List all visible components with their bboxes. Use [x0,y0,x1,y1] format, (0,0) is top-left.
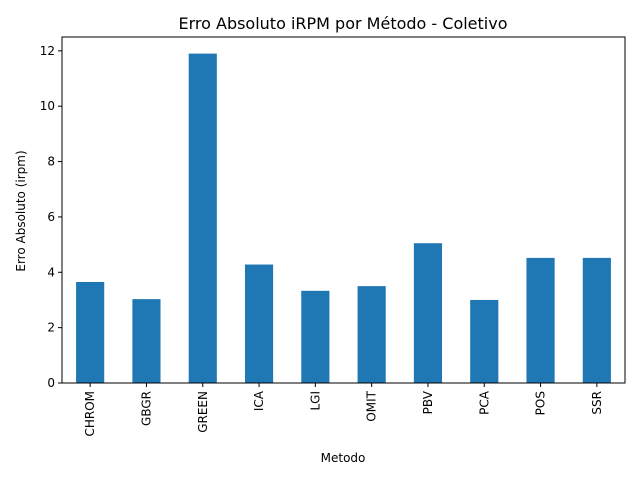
axes-group [61,36,626,384]
x-tick-label: ICA [252,390,266,411]
x-axis-title: Metodo [321,451,366,465]
y-tick-label: 0 [47,376,55,390]
bar-green [188,53,217,384]
bar-chrom [76,281,105,383]
bar-pca [470,299,499,383]
plot-frame [61,36,626,384]
bar-pos [526,257,555,383]
y-tick-label: 8 [47,155,55,169]
y-tick-label: 10 [40,99,55,113]
x-tick-label: POS [534,391,548,415]
x-tick-label: LGI [308,391,322,411]
chart-title: Erro Absoluto iRPM por Método - Coletivo [178,14,507,33]
x-tick-label: PCA [477,390,491,415]
bar-ica [244,264,274,383]
x-tick-label: PBV [421,390,435,414]
y-tick-label: 4 [47,265,55,279]
bar-ssr [582,257,611,383]
y-axis-ticks: 0 2 4 6 8 10 12 [40,44,62,390]
x-tick-label: SSR [590,391,604,415]
x-tick-label: GREEN [196,391,210,433]
x-tick-label: OMIT [365,390,379,421]
bar-lgi [301,290,330,383]
bar-gbgr [132,299,161,383]
x-axis-ticks: CHROM GBGR GREEN ICA LGI OMIT PBV PCA POS SSR [83,383,604,437]
bar-pbv [413,243,443,383]
bar-omit [357,286,386,383]
y-tick-label: 12 [40,44,55,58]
x-tick-label: GBGR [139,391,153,426]
bars-group [76,53,611,384]
y-tick-label: 2 [47,321,55,335]
y-axis-title: Erro Absoluto (irpm) [14,150,28,271]
y-tick-label: 6 [47,210,55,224]
x-tick-label: CHROM [83,391,97,437]
